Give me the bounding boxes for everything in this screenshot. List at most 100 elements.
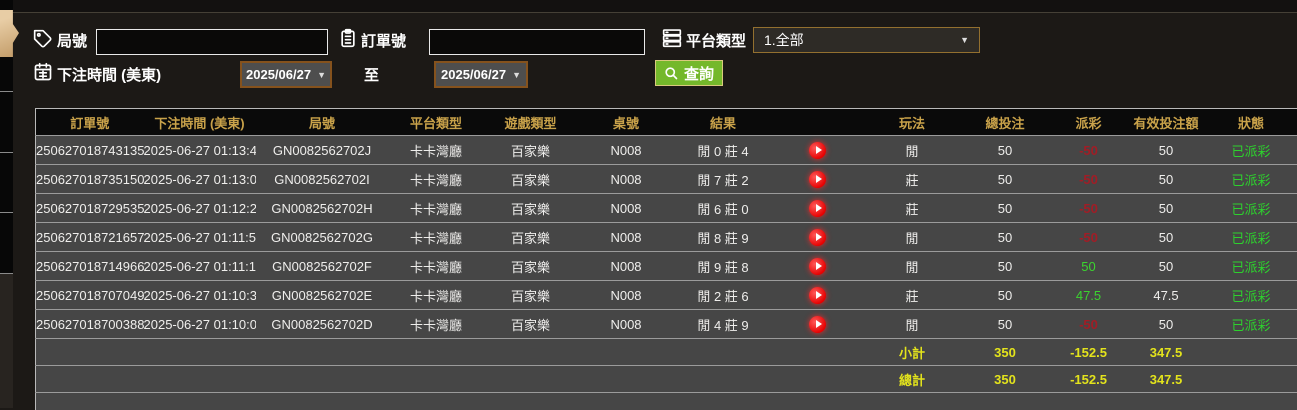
table-cell: 百家樂: [484, 281, 578, 310]
play-icon[interactable]: [809, 200, 826, 217]
play-icon[interactable]: [809, 316, 826, 333]
table-cell: N008: [578, 165, 675, 194]
total-row: 總計 350 -152.5 347.5: [36, 366, 1297, 393]
play-icon[interactable]: [809, 142, 826, 159]
table-cell: 250627018743135: [36, 136, 144, 165]
table-cell: 2025-06-27 01:11:50: [144, 223, 256, 252]
bet-records-table: 訂單號下注時間 (美東)局號平台類型遊戲類型桌號結果玩法總投注派彩有效投注額狀態…: [35, 108, 1297, 410]
sidebar-divider: [0, 212, 13, 213]
play-icon[interactable]: [809, 171, 826, 188]
table-cell: 50: [1128, 165, 1205, 194]
total-payout: -152.5: [1050, 366, 1128, 393]
server-icon: [662, 28, 682, 48]
sidebar-expand-tab[interactable]: [0, 10, 19, 57]
table-cell: 百家樂: [484, 252, 578, 281]
table-cell: 50: [961, 281, 1050, 310]
table-cell: 250627018735150: [36, 165, 144, 194]
table-cell: 卡卡灣廳: [389, 252, 484, 281]
table-cell: 2025-06-27 01:13:42: [144, 136, 256, 165]
column-header: 下注時間 (美東): [144, 109, 256, 136]
table-cell: 2025-06-27 01:13:00: [144, 165, 256, 194]
sidebar-divider: [0, 152, 13, 153]
table-cell: GN0082562702I: [256, 165, 389, 194]
table-cell: [772, 310, 864, 339]
table-cell: 已派彩: [1205, 165, 1297, 194]
table-cell: [1205, 339, 1297, 366]
table-cell: 50: [961, 223, 1050, 252]
date-from-select[interactable]: 2025/06/27 ▼: [240, 61, 332, 88]
subtotal-payout: -152.5: [1050, 339, 1128, 366]
query-button[interactable]: 查詢: [655, 60, 723, 86]
column-header: 桌號: [578, 109, 675, 136]
table-cell: N008: [578, 194, 675, 223]
date-from-value: 2025/06/27: [246, 67, 311, 82]
column-header: 平台類型: [389, 109, 484, 136]
column-header: 訂單號: [36, 109, 144, 136]
column-header: 派彩: [1050, 109, 1128, 136]
top-divider: [13, 0, 1297, 13]
table-cell: 250627018707049: [36, 281, 144, 310]
table-cell: 閒 2 莊 6: [675, 281, 772, 310]
table-cell: N008: [578, 223, 675, 252]
play-icon[interactable]: [809, 229, 826, 246]
table-cell: 百家樂: [484, 136, 578, 165]
total-valid-bet: 347.5: [1128, 366, 1205, 393]
table-cell: 百家樂: [484, 165, 578, 194]
table-cell: 已派彩: [1205, 281, 1297, 310]
table-cell: [772, 165, 864, 194]
order-number-label: 訂單號: [361, 30, 406, 51]
column-header: 局號: [256, 109, 389, 136]
date-range-to-label: 至: [364, 64, 379, 85]
table-cell: 50: [1128, 310, 1205, 339]
table-cell: GN0082562702E: [256, 281, 389, 310]
order-number-input[interactable]: [429, 29, 645, 55]
table-cell: [36, 393, 1297, 410]
date-to-select[interactable]: 2025/06/27 ▼: [434, 61, 528, 88]
table-cell: -50: [1050, 223, 1128, 252]
table-cell: 50: [1128, 194, 1205, 223]
table-cell: 50: [961, 194, 1050, 223]
column-header: 遊戲類型: [484, 109, 578, 136]
total-total-bet: 350: [961, 366, 1050, 393]
table-cell: 百家樂: [484, 310, 578, 339]
table-cell: 已派彩: [1205, 136, 1297, 165]
calendar-icon: [33, 62, 53, 82]
table-cell: 2025-06-27 01:11:15: [144, 252, 256, 281]
table-cell: 已派彩: [1205, 252, 1297, 281]
table-cell: N008: [578, 252, 675, 281]
sidebar-divider: [0, 91, 13, 92]
round-number-input[interactable]: [96, 29, 328, 55]
table-cell: GN0082562702H: [256, 194, 389, 223]
table-cell: 50: [961, 310, 1050, 339]
table-cell: 閒 8 莊 9: [675, 223, 772, 252]
table-cell: [772, 136, 864, 165]
table-cell: [772, 223, 864, 252]
table-cell: GN0082562702D: [256, 310, 389, 339]
table-cell: 250627018714966: [36, 252, 144, 281]
play-icon[interactable]: [809, 287, 826, 304]
chevron-down-icon: ▼: [512, 70, 521, 80]
table-cell: 卡卡灣廳: [389, 223, 484, 252]
table-cell: 47.5: [1128, 281, 1205, 310]
table-cell: GN0082562702F: [256, 252, 389, 281]
play-icon[interactable]: [809, 258, 826, 275]
table-cell: -50: [1050, 165, 1128, 194]
table-cell: 莊: [864, 281, 961, 310]
sidebar-lower-panel: [0, 274, 13, 408]
platform-type-select[interactable]: 1.全部 ▼: [753, 27, 980, 53]
total-label: 總計: [864, 366, 961, 393]
table-cell: [772, 194, 864, 223]
table-cell: 50: [961, 252, 1050, 281]
table-cell: 已派彩: [1205, 223, 1297, 252]
table-cell: 閒: [864, 136, 961, 165]
table-cell: 47.5: [1050, 281, 1128, 310]
table-cell: 閒 9 莊 8: [675, 252, 772, 281]
table-cell: 250627018729535: [36, 194, 144, 223]
column-header: 有效投注額: [1128, 109, 1205, 136]
table-cell: -50: [1050, 194, 1128, 223]
date-to-value: 2025/06/27: [441, 67, 506, 82]
